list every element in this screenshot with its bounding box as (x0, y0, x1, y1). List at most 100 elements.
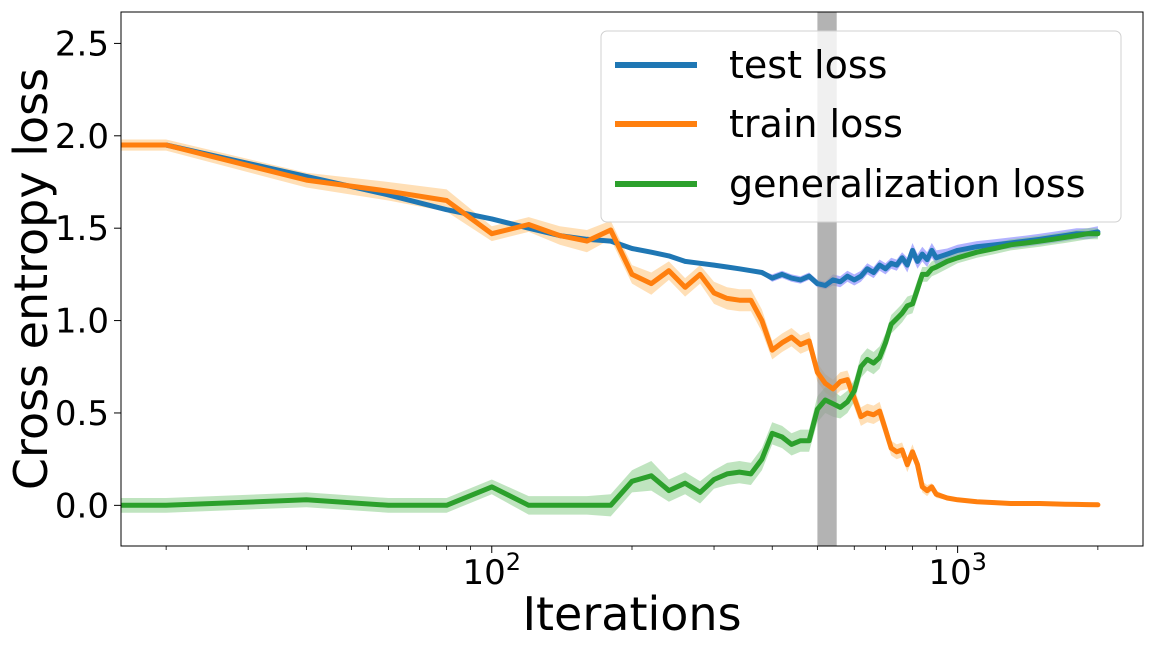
point-train-loss (858, 414, 864, 419)
point-train-loss (924, 488, 930, 493)
point-generalization-loss (711, 477, 717, 482)
point-test-loss (759, 270, 765, 275)
point-train-loss (789, 335, 794, 340)
legend: test loss train loss generalization loss (600, 30, 1122, 223)
point-train-loss (815, 370, 820, 375)
point-generalization-loss (697, 490, 703, 495)
point-test-loss (920, 251, 925, 257)
point-train-loss (737, 298, 742, 303)
legend-label-test-loss: test loss (729, 43, 887, 87)
y-tick-label: 2.0 (55, 117, 109, 157)
point-generalization-loss (877, 355, 882, 360)
point-generalization-loss (629, 479, 635, 484)
point-train-loss (557, 233, 562, 238)
point-generalization-loss (1095, 231, 1101, 236)
point-train-loss (871, 412, 876, 417)
point-train-loss (1037, 501, 1042, 506)
point-train-loss (1062, 502, 1068, 507)
point-generalization-loss (386, 503, 391, 508)
point-generalization-loss (806, 438, 812, 443)
point-train-loss (798, 342, 803, 347)
point-generalization-loss (1008, 242, 1013, 247)
point-train-loss (1085, 502, 1090, 507)
y-axis-label: Cross entropy loss (4, 68, 58, 490)
point-test-loss (823, 283, 828, 288)
point-generalization-loss (894, 316, 899, 321)
y-tick-label: 2.5 (55, 24, 109, 64)
point-generalization-loss (608, 503, 613, 508)
point-train-loss (865, 410, 870, 416)
point-generalization-loss (489, 484, 494, 490)
point-generalization-loss (770, 431, 775, 436)
point-generalization-loss (883, 340, 888, 345)
point-generalization-loss (830, 401, 836, 406)
point-generalization-loss (899, 311, 905, 316)
point-test-loss (894, 262, 899, 268)
point-train-loss (845, 377, 850, 382)
point-train-loss (608, 227, 613, 233)
line-generalization-loss (121, 231, 1101, 508)
point-test-loss (845, 274, 850, 279)
point-train-loss (992, 500, 997, 505)
point-test-loss (929, 248, 934, 253)
point-generalization-loss (759, 457, 765, 462)
x-tick-label: 102 (462, 548, 521, 593)
point-generalization-loss (945, 259, 950, 264)
x-axis-label: Iterations (522, 587, 741, 641)
point-generalization-loss (779, 434, 785, 440)
point-test-loss (974, 244, 980, 249)
point-test-loss (883, 266, 888, 271)
point-test-loss (806, 274, 812, 279)
point-generalization-loss (682, 481, 688, 486)
point-test-loss (629, 246, 635, 251)
point-train-loss (806, 338, 812, 344)
point-generalization-loss (724, 471, 730, 477)
point-train-loss (894, 449, 899, 454)
point-test-loss (737, 266, 742, 271)
point-train-loss (934, 492, 939, 497)
point-generalization-loss (649, 473, 654, 478)
point-generalization-loss (815, 407, 820, 412)
y-tick-label: 0.5 (55, 394, 109, 434)
point-train-loss (929, 484, 934, 490)
point-generalization-loss (1062, 235, 1068, 240)
point-test-loss (489, 216, 494, 222)
point-test-loss (889, 261, 894, 266)
point-generalization-loss (858, 364, 864, 369)
point-train-loss (899, 447, 905, 453)
point-train-loss (974, 499, 980, 504)
point-test-loss (865, 266, 870, 271)
point-generalization-loss (737, 469, 742, 475)
point-generalization-loss (934, 264, 939, 270)
point-train-loss (1095, 502, 1101, 507)
point-generalization-loss (1037, 238, 1042, 244)
point-train-loss (163, 142, 169, 148)
point-generalization-loss (444, 503, 449, 508)
point-train-loss (444, 198, 449, 203)
point-generalization-loss (974, 250, 980, 255)
point-generalization-loss (871, 360, 876, 366)
point-train-loss (666, 268, 672, 273)
point-test-loss (779, 272, 785, 277)
point-train-loss (955, 497, 960, 502)
point-generalization-loss (163, 503, 169, 508)
point-train-loss (838, 379, 843, 384)
point-generalization-loss (1085, 231, 1090, 236)
point-generalization-loss (910, 301, 915, 307)
point-test-loss (697, 261, 703, 266)
x-axis-ticks: 102 103 (165, 546, 1099, 593)
y-tick-label: 0.0 (55, 486, 109, 526)
point-train-loss (697, 272, 703, 277)
point-train-loss (759, 318, 765, 323)
point-test-loss (789, 275, 794, 281)
point-train-loss (489, 231, 494, 236)
point-generalization-loss (838, 405, 843, 410)
point-generalization-loss (1074, 233, 1079, 238)
point-test-loss (815, 281, 820, 286)
point-test-loss (852, 277, 857, 283)
series-lines (121, 142, 1101, 508)
point-train-loss (1023, 501, 1028, 506)
point-test-loss (877, 262, 882, 268)
point-train-loss (386, 189, 391, 194)
